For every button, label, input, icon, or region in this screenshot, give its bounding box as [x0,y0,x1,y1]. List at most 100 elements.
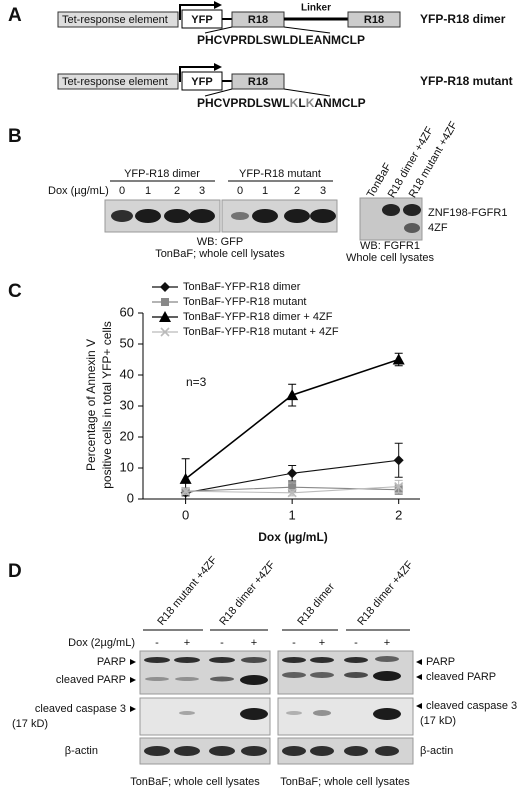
construct-name: YFP-R18 dimer [420,12,506,26]
band [344,746,368,756]
pointer [130,677,136,683]
band [241,657,267,663]
caption: TonBaF; whole cell lysates [280,776,410,788]
band [210,676,234,682]
band-label: (17 kD) [12,718,48,730]
sequence: PHCVPRDLSWLDLEANMCLP [197,33,365,47]
dose: 1 [145,185,151,197]
sign: + [251,637,257,649]
band [373,708,401,720]
marker [160,282,170,292]
residues: ANMCLP [314,96,365,110]
sign: + [184,637,190,649]
marker [394,482,404,492]
marker [159,311,171,322]
band [282,672,306,678]
dose: 3 [199,185,205,197]
domain: R18 [248,76,268,88]
promoter-box [57,73,179,90]
construct-name: YFP-R18 mutant [420,74,513,88]
pointer [130,659,136,665]
dose: 0 [237,185,243,197]
legend-label: TonBaF-YFP-R18 mutant + 4ZF [183,326,339,338]
band-label: β-actin [65,745,98,757]
band [240,708,268,720]
wb-caption: Whole cell lysates [346,252,435,264]
promoter: Tet-response element [62,76,168,88]
band [286,711,302,715]
band [179,711,195,715]
band-label: cleaved PARP [56,674,126,686]
sign: - [155,637,159,649]
dose: 0 [119,185,125,197]
band [382,204,400,216]
band [174,657,200,663]
sequence: PHCVPRDLSWLKLKANMCLP [197,96,366,110]
arrow-head [214,1,222,9]
band [344,657,368,663]
panel-label: D [8,561,22,582]
linker: Linker [301,3,331,14]
sign: - [292,637,296,649]
band-label: ZNF198-FGFR1 [428,207,507,219]
promoter-box [57,11,179,28]
residues: PHCVPRDLSWLDLEANMCLP [197,33,365,47]
wb-label: WB: GFP [197,236,243,248]
y-tick-label: 30 [120,397,134,412]
y-tick-label: 50 [120,335,134,350]
promoter: Tet-response element [62,14,168,26]
dox-label: Dox (µg/mL) [48,185,109,197]
marker [287,488,297,498]
domain-box [231,73,285,90]
marker [161,298,169,306]
pointer [416,703,422,709]
caption: TonBaF; whole cell lysates [130,776,260,788]
band [403,204,421,216]
lane-label: R18 dimer [295,581,337,628]
x-tick-label: 1 [289,507,296,522]
band [231,212,249,220]
group-label: YFP-R18 dimer [124,168,200,180]
band [189,209,215,223]
sign: + [319,637,325,649]
band-label: cleaved PARP [426,671,496,683]
sign: - [354,637,358,649]
band-label: PARP [97,656,126,668]
marker [393,455,404,466]
arrow-head [214,63,222,71]
band [375,746,399,756]
lane-label: R18 mutant +4ZF [155,554,220,628]
lane-label: R18 dimer +4ZF [355,559,416,628]
x-tick-label: 0 [182,507,189,522]
band [135,209,161,223]
band [144,657,170,663]
construct: Tet-response element YFP R18 YFP-R18 mut… [57,63,513,110]
domain: R18 [364,14,384,26]
domain-box [347,11,401,28]
band [310,746,334,756]
residues: PHCVPRDLSWL [197,96,290,110]
band [310,657,334,663]
band [375,656,399,662]
band [145,677,169,681]
band-label: (17 kD) [420,715,456,727]
wb-caption: TonBaF; whole cell lysates [155,248,285,260]
pointer [130,706,136,712]
y-axis-label: Percentage of Annexin V [84,339,98,471]
pointer [416,674,422,680]
band [144,746,170,756]
band-label: cleaved caspase 3 [426,700,517,712]
domain: R18 [248,14,268,26]
band [209,657,235,663]
band [241,746,267,756]
wb-label: WB: FGFR1 [360,240,420,252]
x-axis-label: Dox (µg/mL) [258,530,328,544]
band [310,209,336,223]
band [344,672,368,678]
y-tick-label: 60 [120,304,134,319]
band [310,672,334,678]
lane-label: R18 dimer +4ZF [217,559,278,628]
y-tick-label: 20 [120,428,134,443]
band [313,710,331,716]
